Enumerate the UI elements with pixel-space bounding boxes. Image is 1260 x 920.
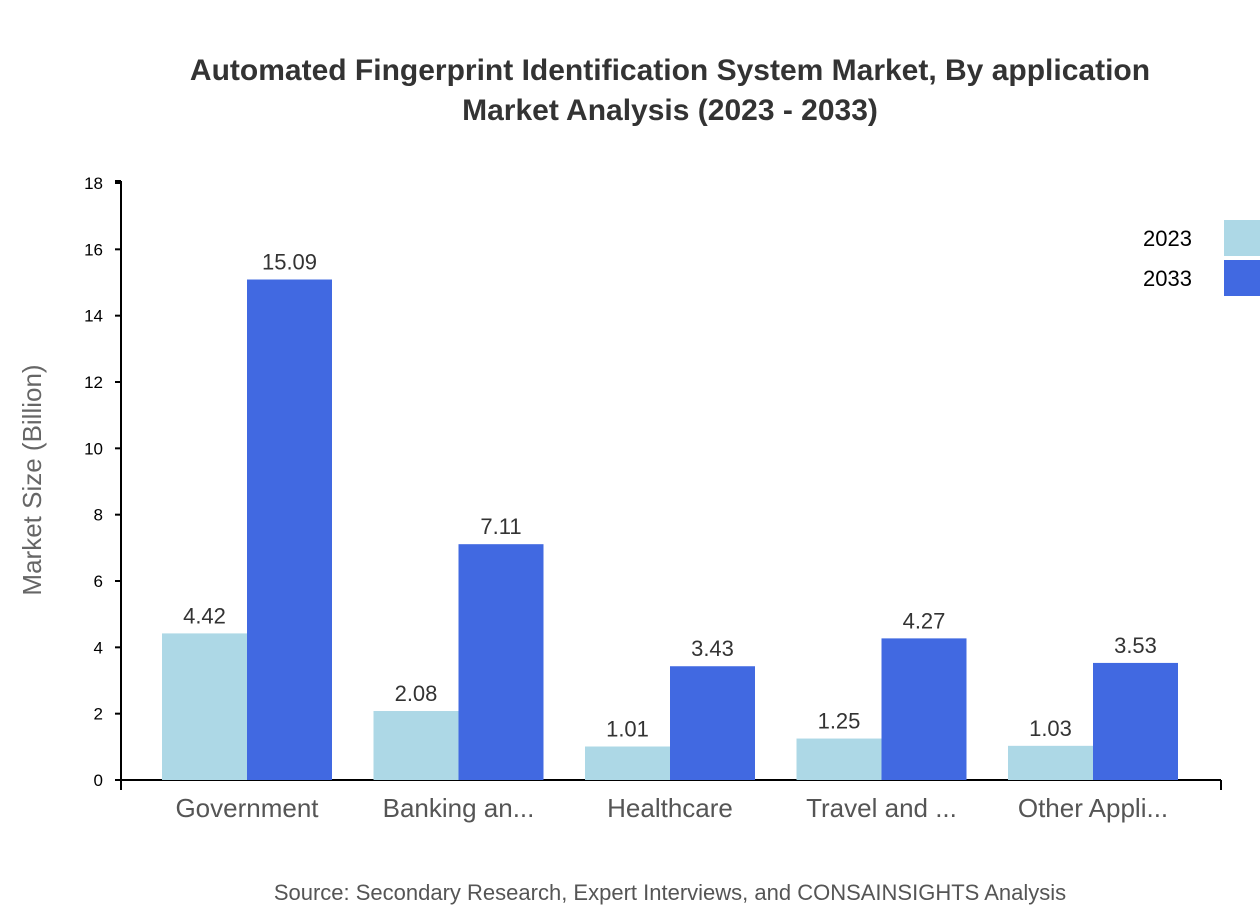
source-note: Source: Secondary Research, Expert Inter…	[274, 880, 1066, 905]
chart-title-line-1: Automated Fingerprint Identification Sys…	[190, 54, 1150, 87]
data-label: 4.27	[903, 608, 946, 633]
x-tick-label: Healthcare	[607, 793, 733, 823]
y-tick-label: 6	[94, 572, 103, 591]
x-tick-label: Travel and ...	[806, 793, 957, 823]
legend-label: 2023	[1143, 226, 1192, 251]
data-label: 3.43	[691, 636, 734, 661]
data-labels: 4.42 15.09 2.08 7.11 1.01 3.43 1.25 4.27 1.03 3.5…	[183, 250, 1157, 742]
legend-swatch	[1224, 220, 1260, 256]
y-axis-label: Market Size (Billion)	[17, 364, 47, 595]
bar-2023	[796, 738, 882, 780]
data-label: 3.53	[1114, 633, 1157, 658]
bars	[162, 279, 1178, 780]
legend-label: 2033	[1143, 266, 1192, 291]
bar-2033	[1093, 662, 1178, 780]
bar-2023	[1008, 745, 1093, 780]
bar-2033	[247, 279, 332, 780]
data-label: 1.01	[606, 717, 649, 742]
bar-2033	[458, 544, 544, 780]
y-tick-label: 2	[94, 705, 103, 724]
x-axis: Government Banking an... Healthcare Travel …	[120, 779, 1222, 823]
y-tick-label: 18	[84, 174, 103, 193]
bar-2023	[162, 633, 247, 780]
y-tick-label: 4	[94, 638, 103, 657]
y-tick-label: 16	[84, 240, 103, 259]
y-tick-label: 0	[94, 771, 103, 790]
data-label: 2.08	[395, 681, 438, 706]
bar-2023	[373, 711, 459, 780]
bar-2033	[881, 638, 967, 780]
y-axis: 0 2 4 6 8 10 12 14 16 18	[84, 174, 122, 790]
x-tick-label: Banking an...	[383, 793, 535, 823]
data-label: 1.25	[818, 709, 861, 734]
bar-2033	[670, 666, 755, 780]
y-tick-label: 10	[84, 439, 103, 458]
x-tick-label: Government	[175, 793, 319, 823]
legend-swatch	[1224, 260, 1260, 296]
y-tick-label: 14	[84, 307, 103, 326]
data-label: 1.03	[1029, 716, 1072, 741]
data-label: 7.11	[480, 514, 521, 539]
chart-title-line-2: Market Analysis (2023 - 2033)	[462, 94, 878, 127]
bar-2023	[585, 746, 670, 780]
data-label: 15.09	[262, 250, 317, 275]
legend: 2023 2033	[1143, 220, 1260, 296]
y-tick-label: 12	[84, 373, 103, 392]
x-tick-label: Other Appli...	[1018, 793, 1168, 823]
data-label: 4.42	[183, 603, 226, 628]
y-tick-label: 8	[94, 506, 103, 525]
